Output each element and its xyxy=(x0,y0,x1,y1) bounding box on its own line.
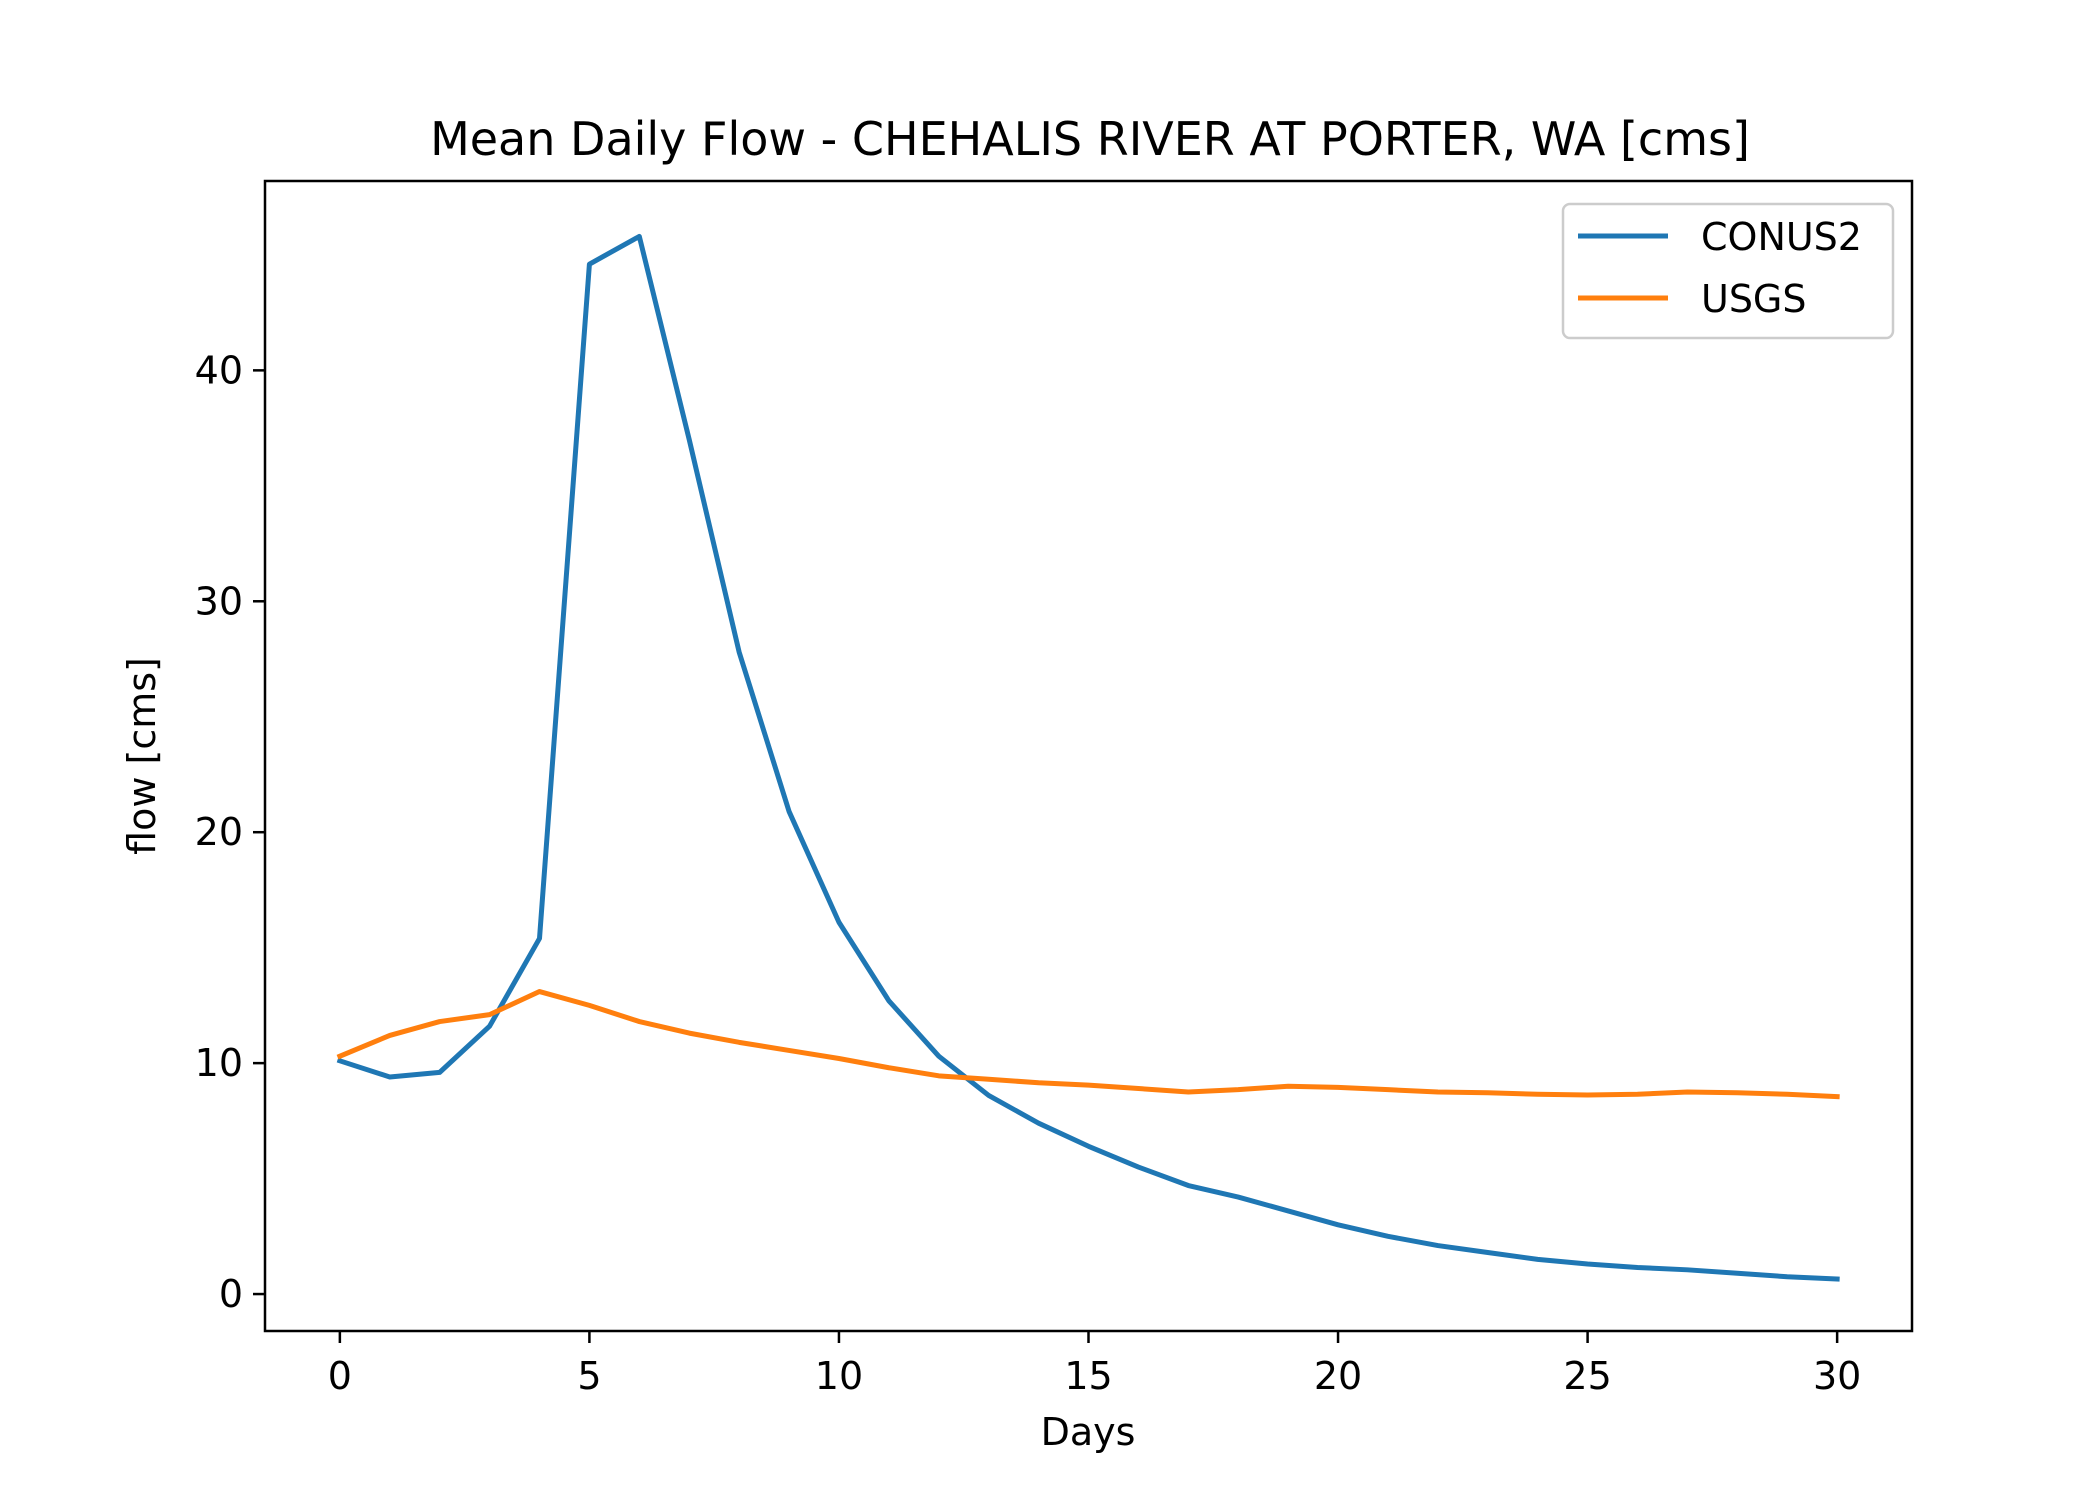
y-tick-label: 30 xyxy=(195,579,243,623)
y-tick-label: 40 xyxy=(195,348,243,392)
y-axis-label: flow [cms] xyxy=(120,657,164,855)
x-tick-label: 10 xyxy=(815,1354,863,1398)
legend: CONUS2 USGS xyxy=(1561,202,1895,340)
x-tick-label: 15 xyxy=(1064,1354,1112,1398)
x-axis-ticks: 0 5 10 15 20 25 30 xyxy=(328,1331,1861,1398)
x-tick-label: 5 xyxy=(577,1354,601,1398)
series-line-conus2 xyxy=(336,233,1840,1282)
y-axis-ticks: 0 10 20 30 40 xyxy=(195,348,265,1316)
plot-frame xyxy=(263,179,1914,1333)
chart-title: Mean Daily Flow - CHEHALIS RIVER AT PORT… xyxy=(430,112,1750,166)
x-axis-label: Days xyxy=(1041,1410,1136,1454)
series-layer xyxy=(336,233,1840,1282)
x-tick-label: 20 xyxy=(1314,1354,1362,1398)
y-tick-label: 20 xyxy=(195,810,243,854)
y-tick-label: 10 xyxy=(195,1041,243,1085)
legend-label-usgs: USGS xyxy=(1701,277,1807,321)
y-tick-label: 0 xyxy=(219,1272,243,1316)
x-tick-label: 0 xyxy=(328,1354,352,1398)
x-tick-label: 25 xyxy=(1563,1354,1611,1398)
x-tick-label: 30 xyxy=(1813,1354,1861,1398)
legend-label-conus2: CONUS2 xyxy=(1701,215,1862,259)
series-line-usgs xyxy=(336,989,1840,1100)
plot-area xyxy=(336,233,1840,1282)
